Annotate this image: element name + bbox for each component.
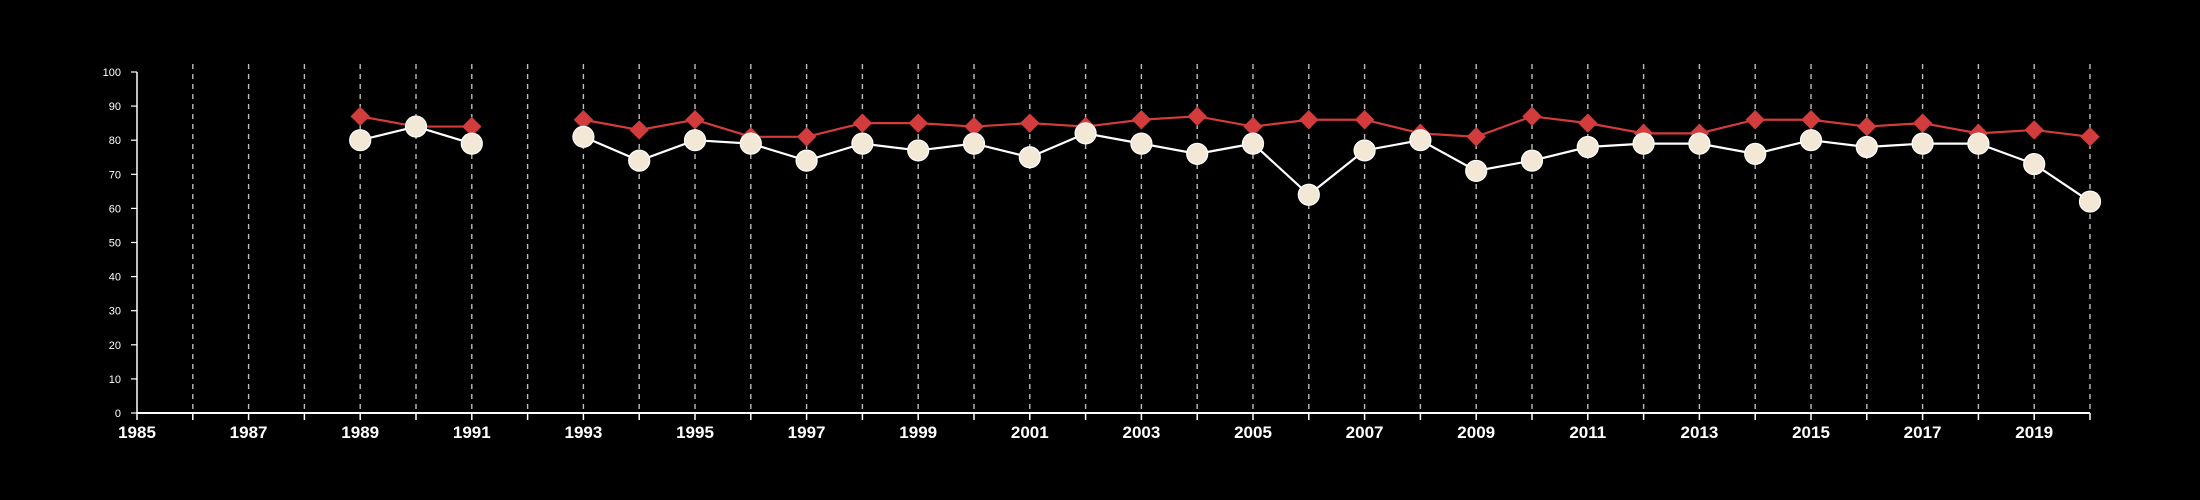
- axes: 0 10 20 30 40 50 60 70 80 90 100 1985 1987 1989 1991 19…: [103, 67, 2091, 442]
- diamond-point-1999: [908, 113, 928, 133]
- circle-point-2012: [1632, 132, 1655, 155]
- circle-point-2005: [1241, 132, 1265, 155]
- grid: [192, 64, 2091, 413]
- series-layer: [349, 106, 2102, 213]
- y-tick-label: 50: [109, 238, 121, 250]
- y-tick-label: 70: [109, 169, 121, 181]
- x-tick-label: 1999: [899, 423, 937, 442]
- circle-point-1998: [851, 132, 874, 155]
- diamond-point-2001: [1020, 113, 1040, 133]
- diamond-point-2014: [1745, 110, 1765, 130]
- diamond-point-2020: [2080, 127, 2100, 147]
- circle-point-2009: [1465, 159, 1488, 182]
- circle-point-1990: [404, 115, 428, 138]
- diamond-point-2015: [1801, 110, 1821, 130]
- circle-point-2015: [1799, 129, 1823, 152]
- x-tick-label: 2007: [1346, 423, 1384, 442]
- y-tick-label: 80: [109, 135, 121, 147]
- diamond-point-1989: [350, 106, 370, 127]
- diamond-point-2011: [1578, 113, 1598, 133]
- x-tick-label: 1995: [676, 423, 714, 442]
- circle-point-2006: [1297, 183, 1320, 206]
- diamond-point-2017: [1912, 113, 1933, 133]
- x-tick-label: 1997: [788, 423, 826, 442]
- circle-point-1996: [739, 132, 762, 155]
- circle-point-1994: [628, 149, 651, 172]
- circle-point-2014: [1744, 142, 1767, 165]
- diamond-point-2006: [1299, 110, 1319, 130]
- y-tick-label: 30: [109, 306, 121, 318]
- circle-point-1993: [572, 125, 595, 148]
- circle-point-2010: [1520, 149, 1544, 172]
- diamond-point-2016: [1857, 116, 1877, 137]
- x-tick-label: 1985: [118, 423, 156, 442]
- x-tick-label: 2017: [1904, 423, 1942, 442]
- x-tick-label: 1989: [341, 423, 379, 442]
- circle-point-1999: [907, 139, 930, 162]
- x-tick-label: 2015: [1792, 423, 1830, 442]
- diamond-point-1998: [852, 113, 873, 133]
- series-line-circle: [582, 132, 2091, 203]
- circle-point-2008: [1409, 129, 1432, 152]
- circle-point-1997: [795, 149, 818, 172]
- circle-point-2011: [1576, 135, 1599, 159]
- diamond-point-2019: [2024, 120, 2044, 140]
- y-tick-label: 60: [109, 203, 121, 215]
- x-tick-label: 1993: [564, 423, 602, 442]
- circle-point-2020: [2078, 190, 2102, 213]
- diamond-point-1995: [685, 110, 705, 130]
- y-tick-label: 40: [109, 272, 121, 284]
- x-tick-label: 1987: [230, 423, 268, 442]
- diamond-point-1997: [796, 127, 817, 147]
- x-tick-label: 2011: [1569, 423, 1606, 442]
- diamond-point-2010: [1522, 106, 1542, 127]
- diamond-point-2003: [1131, 110, 1152, 130]
- x-tick-label: 2013: [1680, 423, 1718, 442]
- circle-point-1989: [349, 129, 372, 152]
- y-tick-label: 20: [109, 340, 121, 352]
- circle-point-2003: [1130, 132, 1153, 155]
- circle-point-2016: [1855, 135, 1878, 159]
- circle-point-2001: [1018, 146, 1041, 169]
- diamond-point-2007: [1354, 110, 1375, 130]
- circle-point-2013: [1688, 132, 1711, 155]
- diamond-point-1994: [629, 120, 649, 140]
- circle-point-2000: [962, 132, 986, 155]
- diamond-point-2009: [1466, 127, 1486, 147]
- x-tick-label: 2005: [1234, 423, 1272, 442]
- x-tick-label: 2003: [1122, 423, 1160, 442]
- x-tick-label: 2001: [1011, 423, 1049, 442]
- circle-point-2007: [1353, 139, 1376, 162]
- circle-point-2002: [1074, 122, 1097, 145]
- x-tick-label: 2019: [2015, 423, 2053, 442]
- y-tick-label: 10: [109, 374, 121, 386]
- circle-point-2019: [2023, 152, 2046, 176]
- series-line-diamond: [583, 115, 2091, 138]
- circle-point-2018: [1967, 132, 1990, 155]
- x-tick-label: 2009: [1457, 423, 1495, 442]
- y-tick-label: 100: [103, 67, 121, 79]
- circle-point-1991: [460, 132, 483, 155]
- circle-point-1995: [683, 129, 707, 152]
- circle-point-2004: [1186, 142, 1209, 165]
- series-circle: [349, 115, 2102, 213]
- y-tick-label: 90: [109, 101, 121, 113]
- diamond-point-2004: [1187, 106, 1207, 127]
- y-tick-label: 0: [115, 408, 121, 420]
- x-tick-label: 1991: [453, 423, 491, 442]
- circle-point-2017: [1911, 132, 1934, 155]
